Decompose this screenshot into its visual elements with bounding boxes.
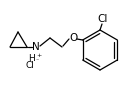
Text: Cl: Cl: [98, 14, 108, 24]
Text: N: N: [32, 42, 40, 52]
Text: O: O: [69, 33, 77, 43]
Text: ⁻: ⁻: [35, 60, 39, 65]
Text: +: +: [36, 53, 42, 57]
Text: H: H: [28, 53, 34, 62]
Text: Cl: Cl: [26, 61, 34, 69]
